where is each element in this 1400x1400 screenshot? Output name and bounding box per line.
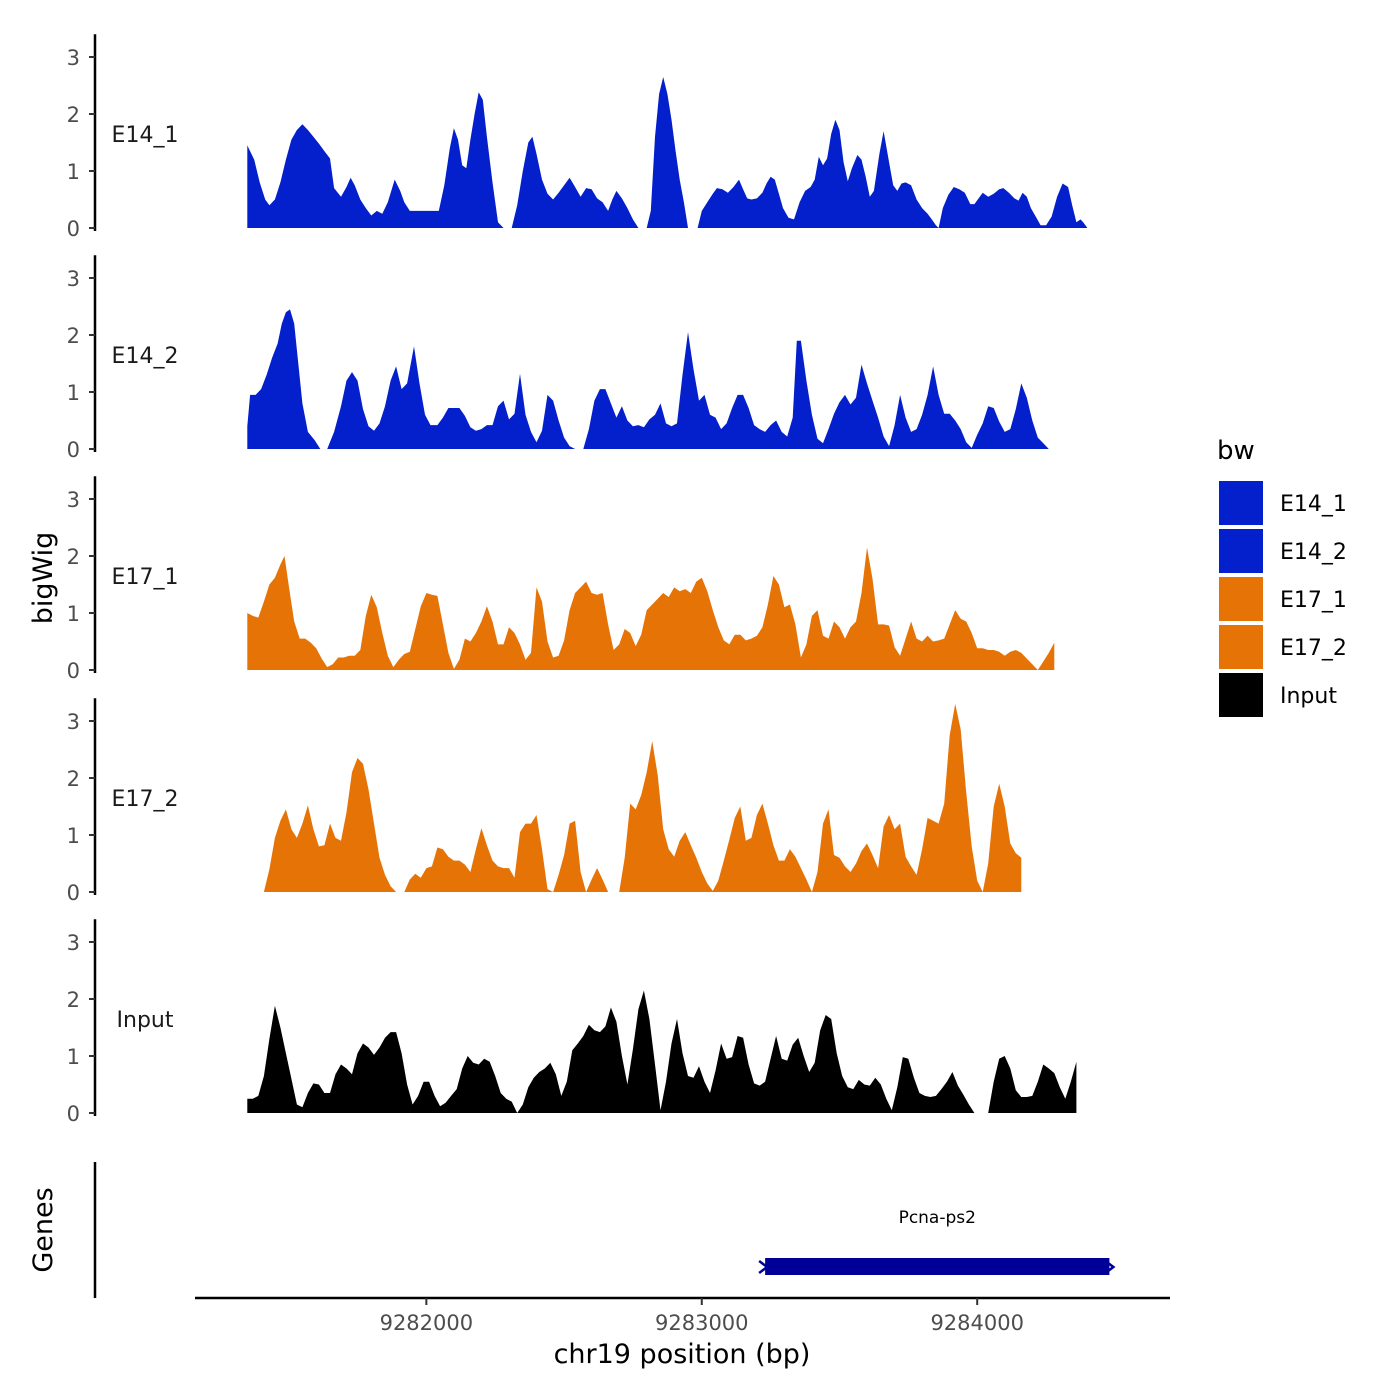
- gene-pcna-ps2: Pcna-ps2: [758, 1208, 1116, 1275]
- signal-area-e17-2: [263, 703, 1022, 892]
- y-tick-label: 1: [67, 160, 80, 184]
- y-axis-title: bigWig: [28, 532, 59, 625]
- signal-area-e17-1: [247, 547, 1055, 670]
- y-tick-label: 0: [67, 217, 80, 241]
- legend-swatch: [1217, 623, 1265, 671]
- y-tick-label: 0: [67, 1102, 80, 1126]
- gene-features: Pcna-ps2: [758, 1208, 1116, 1275]
- track-e14-2: 0 1 2 3 E14_2: [67, 255, 1049, 462]
- y-tick-label: 0: [67, 438, 80, 462]
- y-tick-label: 3: [67, 710, 80, 734]
- y-tick-label: 3: [67, 488, 80, 512]
- signal-area-input: [247, 990, 1077, 1113]
- track-e14-1: 0 1 2 3 E14_1: [67, 34, 1088, 241]
- track-label: E17_2: [112, 787, 179, 812]
- y-tick-label: 2: [67, 324, 80, 348]
- y-tick-label: 1: [67, 1045, 80, 1069]
- legend-item-e14-1: E14_1: [1217, 479, 1347, 527]
- track-label: E14_1: [112, 123, 179, 148]
- y-tick-label: 3: [67, 46, 80, 70]
- legend-label: E17_2: [1280, 636, 1347, 661]
- track-e17-2: 0 1 2 3 E17_2: [67, 698, 1022, 905]
- x-axis: 9282000 9283000 9284000 chr19 position (bp…: [195, 1296, 1170, 1370]
- signal-area-e14-2: [247, 309, 1049, 449]
- signal-tracks: 0 1 2 3 E14_1 0 1 2 3 E14_2 0 1 2 3 E17_1 0 1 2 3 E17_2 0 1 2 3…: [67, 34, 1088, 1126]
- track-input: 0 1 2 3 Input: [67, 919, 1077, 1126]
- legend-title: bw: [1217, 436, 1255, 466]
- strand-arrow-icon: [1104, 1260, 1116, 1274]
- legend-item-e17-2: E17_2: [1217, 623, 1347, 671]
- legend: bw E14_1 E14_2 E17_1 E17_2 Input: [1217, 436, 1347, 719]
- y-tick-label: 1: [67, 824, 80, 848]
- gene-body: [765, 1258, 1110, 1275]
- y-tick-label: 0: [67, 659, 80, 683]
- track-label: Input: [117, 1008, 174, 1033]
- y-tick-label: 1: [67, 602, 80, 626]
- signal-area-e14-1: [247, 77, 1088, 228]
- y-tick-label: 3: [67, 267, 80, 291]
- x-tick-label: 9283000: [655, 1311, 749, 1335]
- legend-items: E14_1 E14_2 E17_1 E17_2 Input: [1217, 479, 1347, 719]
- track-label: E17_1: [112, 565, 179, 590]
- gene-label: Pcna-ps2: [899, 1208, 976, 1228]
- legend-swatch: [1217, 527, 1265, 575]
- y-tick-label: 1: [67, 381, 80, 405]
- legend-item-e14-2: E14_2: [1217, 527, 1347, 575]
- legend-item-input: Input: [1217, 671, 1337, 719]
- x-axis-title: chr19 position (bp): [554, 1339, 811, 1370]
- legend-label: E17_1: [1280, 588, 1347, 613]
- legend-item-e17-1: E17_1: [1217, 575, 1347, 623]
- y-tick-label: 3: [67, 931, 80, 955]
- x-axis-ticks: 9282000 9283000 9284000: [380, 1298, 1024, 1335]
- y-tick-label: 0: [67, 881, 80, 905]
- gene-track: Genes Pcna-ps2: [28, 1162, 1116, 1298]
- legend-label: Input: [1280, 684, 1337, 709]
- legend-swatch: [1217, 575, 1265, 623]
- x-tick-label: 9284000: [930, 1311, 1024, 1335]
- y-tick-label: 2: [67, 767, 80, 791]
- track-label: E14_2: [112, 344, 179, 369]
- track-e17-1: 0 1 2 3 E17_1: [67, 476, 1055, 683]
- x-tick-label: 9282000: [380, 1311, 474, 1335]
- legend-label: E14_2: [1280, 540, 1347, 565]
- strand-arrow-icon: [758, 1260, 770, 1274]
- y-tick-label: 2: [67, 988, 80, 1012]
- legend-label: E14_1: [1280, 492, 1347, 517]
- y-tick-label: 2: [67, 103, 80, 127]
- gene-track-title: Genes: [28, 1187, 59, 1272]
- legend-swatch: [1217, 479, 1265, 527]
- y-tick-label: 2: [67, 545, 80, 569]
- legend-swatch: [1217, 671, 1265, 719]
